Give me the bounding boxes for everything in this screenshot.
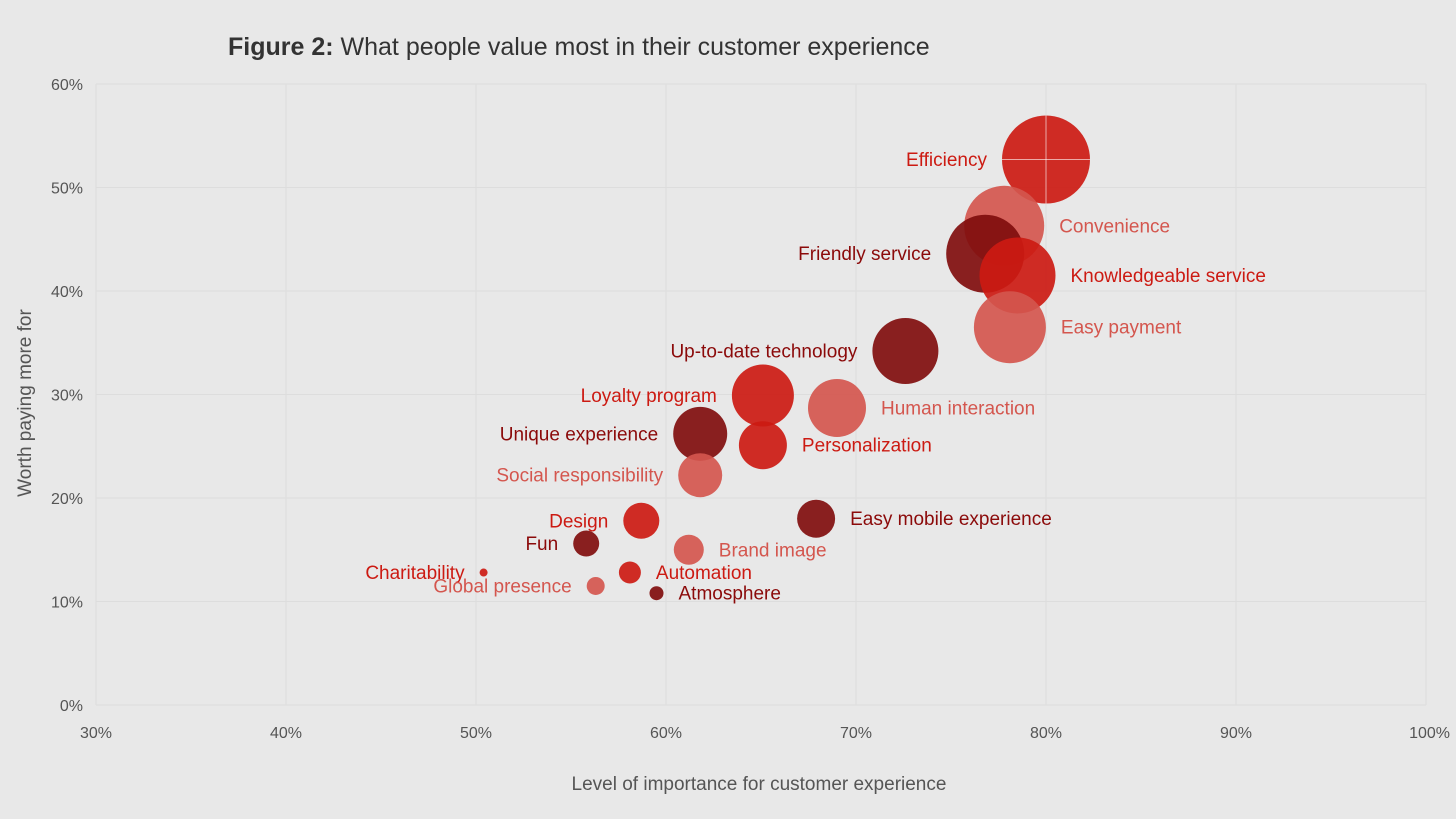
x-tick-label: 40% xyxy=(270,725,302,742)
y-tick-label: 50% xyxy=(51,181,83,198)
label-atmosphere: Atmosphere xyxy=(679,584,781,605)
bubble-atmosphere xyxy=(649,586,664,601)
bubble-fun xyxy=(573,530,600,557)
y-tick-label: 30% xyxy=(51,388,83,405)
bubble-easy-payment xyxy=(973,291,1046,364)
bubbles xyxy=(479,115,1090,601)
bubble-brand-image xyxy=(673,534,704,565)
chart-title-text: What people value most in their customer… xyxy=(334,33,930,61)
label-loyalty-program: Loyalty program xyxy=(581,386,717,407)
label-design: Design xyxy=(549,511,608,532)
label-fun: Fun xyxy=(525,534,558,555)
label-social-responsibility: Social responsibility xyxy=(496,466,663,487)
label-unique-experience: Unique experience xyxy=(500,424,658,445)
bubble-personalization xyxy=(738,421,787,470)
label-automation: Automation xyxy=(656,563,752,584)
label-charitability: Charitability xyxy=(365,563,465,584)
label-global-presence: Global presence xyxy=(433,576,571,597)
y-tick-label: 40% xyxy=(51,284,83,301)
bubble-charitability xyxy=(479,568,488,577)
label-knowledgeable-service: Knowledgeable service xyxy=(1071,266,1266,287)
label-brand-image: Brand image xyxy=(719,540,827,561)
x-tick-label: 60% xyxy=(650,725,682,742)
label-personalization: Personalization xyxy=(802,436,932,457)
bubble-labels: Efficiency Convenience Friendly service Kno… xyxy=(365,115,1266,605)
bubble-automation xyxy=(618,561,641,584)
grid xyxy=(95,83,1427,706)
bubble-loyalty-program xyxy=(731,364,794,427)
bubble-social-responsibility xyxy=(678,453,723,498)
label-easy-payment: Easy payment xyxy=(1061,318,1182,339)
bubble-global-presence xyxy=(586,576,605,595)
label-convenience: Convenience xyxy=(1059,216,1170,237)
y-tick-label: 10% xyxy=(51,595,83,612)
y-axis-label: Worth paying more for xyxy=(15,309,36,497)
x-tick-label: 90% xyxy=(1220,725,1252,742)
x-tick-label: 80% xyxy=(1030,725,1062,742)
x-tick-label: 100% xyxy=(1409,725,1450,742)
bubble-unique-experience xyxy=(673,406,728,461)
axis-ticks: 0% 10% 20% 30% 40% 50% 60% 30% 40% 50% 60% 70% 80% 90… xyxy=(51,77,1450,742)
label-up-to-date-technology: Up-to-date technology xyxy=(670,342,857,363)
chart-title: Figure 2: What people value most in thei… xyxy=(228,33,930,61)
label-human-interaction: Human interaction xyxy=(881,398,1035,419)
x-tick-label: 70% xyxy=(840,725,872,742)
label-friendly-service: Friendly service xyxy=(798,244,931,265)
y-tick-label: 20% xyxy=(51,491,83,508)
y-tick-label: 0% xyxy=(60,698,83,715)
label-easy-mobile-experience: Easy mobile experience xyxy=(850,509,1052,530)
x-tick-label: 50% xyxy=(460,725,492,742)
bubble-easy-mobile-experience xyxy=(797,499,836,538)
x-axis-label: Level of importance for customer experie… xyxy=(572,774,947,795)
bubble-up-to-date-technology xyxy=(872,318,939,385)
y-tick-label: 60% xyxy=(51,77,83,94)
bubble-design xyxy=(623,502,660,539)
label-efficiency: Efficiency xyxy=(906,150,987,171)
chart-title-prefix: Figure 2: xyxy=(228,33,334,61)
x-tick-label: 30% xyxy=(80,725,112,742)
bubble-human-interaction xyxy=(808,378,866,437)
